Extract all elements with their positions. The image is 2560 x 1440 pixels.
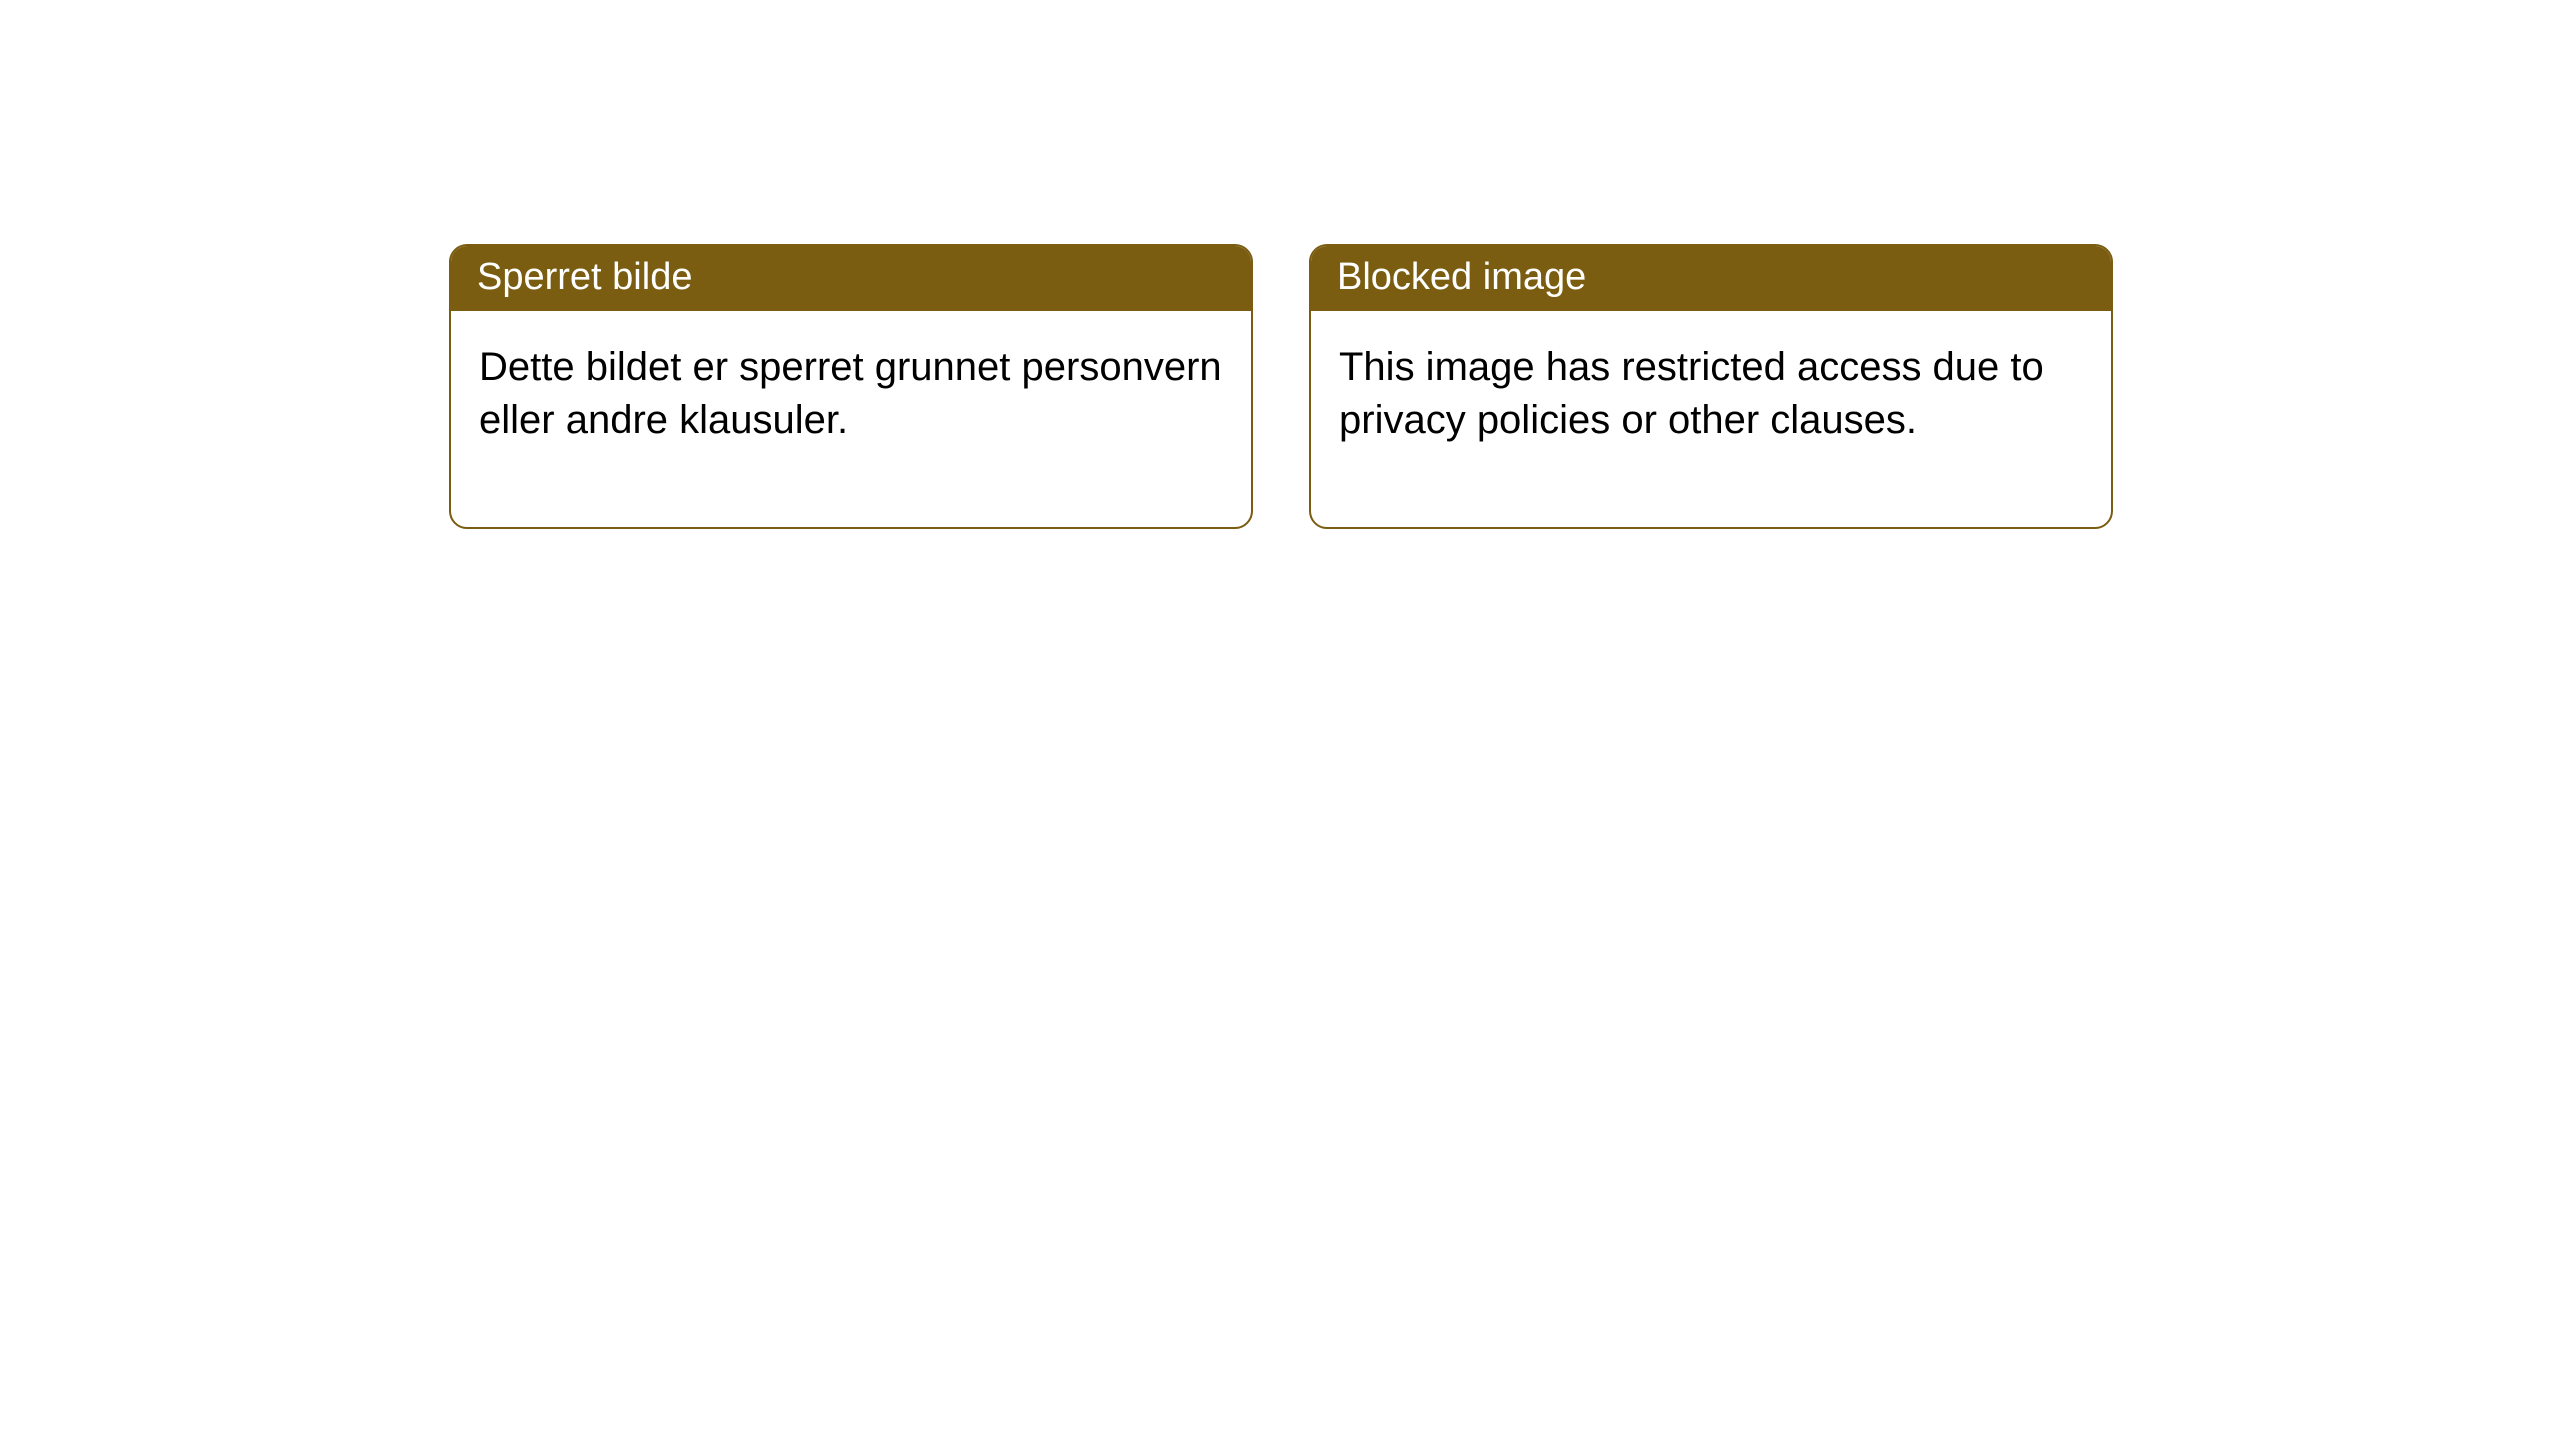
notice-body: Dette bildet er sperret grunnet personve…: [451, 311, 1251, 527]
notice-card-english: Blocked image This image has restricted …: [1309, 244, 2113, 529]
notice-header: Blocked image: [1311, 246, 2111, 311]
notice-card-norwegian: Sperret bilde Dette bildet er sperret gr…: [449, 244, 1253, 529]
notice-body: This image has restricted access due to …: [1311, 311, 2111, 527]
notice-container: Sperret bilde Dette bildet er sperret gr…: [449, 244, 2113, 529]
notice-header: Sperret bilde: [451, 246, 1251, 311]
